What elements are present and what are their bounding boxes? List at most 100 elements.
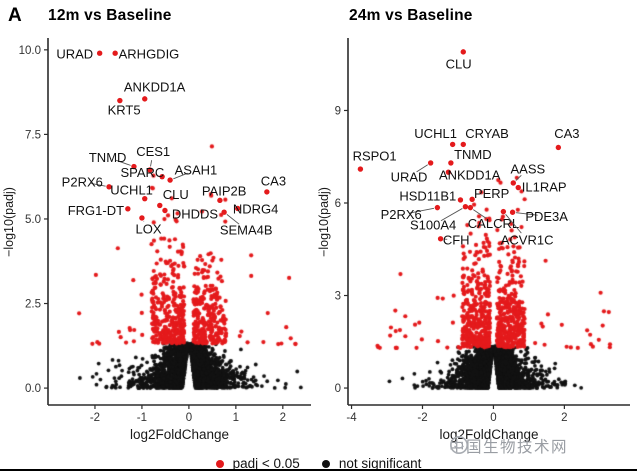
gene-dot-S100A4 xyxy=(462,203,469,210)
y-tick-label: 3 xyxy=(335,291,341,303)
gene-leader-line xyxy=(409,207,435,214)
gene-label-CA3: CA3 xyxy=(554,126,579,141)
y-tick-label: 10.0 xyxy=(19,45,41,57)
gene-dot-P2RX6 xyxy=(434,204,441,211)
gene-label-TNMD: TNMD xyxy=(89,150,127,165)
x-tick-label: -1 xyxy=(137,412,147,424)
gene-dot-NDRG4 xyxy=(235,205,241,212)
gene-label-P2RX6: P2RX6 xyxy=(62,174,103,189)
x-tick-label: 0 xyxy=(490,412,496,424)
gene-label-CFH: CFH xyxy=(443,233,470,248)
x-tick-label: -2 xyxy=(417,412,427,424)
gene-dot-KRT5 xyxy=(117,97,123,104)
x-tick-label: -2 xyxy=(90,412,100,424)
gene-dot-ARHGDIG xyxy=(112,50,118,56)
gene-dot-RSPO1 xyxy=(357,166,364,172)
gene-dot-CA3 xyxy=(264,189,270,195)
gene-dot-DHDDS xyxy=(162,207,168,214)
gene-dot-CRYAB xyxy=(460,141,466,148)
y-axis-label-right: −log10(padj) xyxy=(317,187,331,257)
y-tick-label: 0 xyxy=(335,383,341,395)
gene-leader-line xyxy=(440,208,463,222)
panel-letter: A xyxy=(8,5,22,26)
gene-label-CLU: CLU xyxy=(446,57,472,72)
gene-label-UCHL1: UCHL1 xyxy=(110,182,153,197)
gene-dot-CALCRL xyxy=(467,204,474,211)
legend-label-not-significant: not significant xyxy=(338,456,422,471)
gene-label-ACVR1C: ACVR1C xyxy=(501,233,554,248)
gene-dot-TNMD xyxy=(131,163,137,170)
y-tick-label: 2.5 xyxy=(25,299,41,311)
gene-dot-CA3 xyxy=(555,144,562,151)
gene-label-CRYAB: CRYAB xyxy=(465,126,509,141)
gene-label-LOX: LOX xyxy=(135,222,161,237)
gene-label-PAIP2B: PAIP2B xyxy=(202,184,247,199)
y-tick-label: 5.0 xyxy=(25,214,41,226)
gene-dot-ACVR1C xyxy=(500,208,507,215)
gene-dot-URAD xyxy=(427,160,434,166)
x-tick-label: 2 xyxy=(280,412,286,424)
gene-label-CALCRL: CALCRL xyxy=(468,216,519,231)
y-axis-label-left: −log10(padj) xyxy=(2,187,16,257)
gene-dot-HSD11B1 xyxy=(457,197,464,203)
y-tick-label: 0.0 xyxy=(25,383,41,395)
gene-leader-line xyxy=(150,160,153,167)
gene-label-AASS: AASS xyxy=(510,162,545,177)
watermark-text: 中国生物技术网 xyxy=(449,439,569,456)
gene-label-URAD: URAD xyxy=(391,169,428,184)
watermark-logo-icon xyxy=(450,436,468,454)
gene-leader-line xyxy=(416,164,428,173)
gene-label-SEMA4B: SEMA4B xyxy=(220,222,273,237)
gene-dot-SPARC xyxy=(159,173,165,180)
gene-dot-ANKDD1A xyxy=(445,169,452,175)
gene-label-NDRG4: NDRG4 xyxy=(233,201,279,216)
gene-dot-IL1RAP xyxy=(515,184,521,191)
gene-dot-URAD xyxy=(96,50,103,56)
gene-label-UCHL1: UCHL1 xyxy=(414,126,457,141)
gene-dot-CFH xyxy=(437,236,444,242)
gene-label-P2RX6: P2RX6 xyxy=(381,207,422,222)
gene-dot-CES1 xyxy=(147,167,153,173)
gene-dot-UCHL1 xyxy=(142,195,148,202)
gene-label-URAD: URAD xyxy=(56,46,93,61)
gene-label-ARHGDIG: ARHGDIG xyxy=(119,46,180,61)
gene-dot-CLU xyxy=(460,49,466,55)
legend-item-significant: padj < 0.05 xyxy=(215,456,300,471)
gene-leader-line xyxy=(473,209,487,219)
gene-leader-line xyxy=(515,174,522,181)
gene-label-PDE3A: PDE3A xyxy=(525,209,568,224)
gene-dot-PDE3A xyxy=(509,209,516,215)
gene-label-CES1: CES1 xyxy=(136,144,170,159)
gene-dot-FRG1-DT xyxy=(125,206,131,212)
gene-label-PERP: PERP xyxy=(474,186,509,201)
gene-leader-line xyxy=(516,212,538,216)
gene-leader-line xyxy=(226,214,240,225)
gene-dot-UCHL1 xyxy=(449,141,456,148)
y-tick-label: 9 xyxy=(335,105,341,117)
gene-dot-CLU xyxy=(157,202,163,209)
gene-label-S100A4: S100A4 xyxy=(410,218,456,233)
plot-title-12m: 12m vs Baseline xyxy=(48,7,172,24)
x-tick-label: 2 xyxy=(561,412,567,424)
gene-label-TNMD: TNMD xyxy=(454,147,492,162)
gene-dot-PAIP2B xyxy=(217,197,223,204)
gene-dot-ANKDD1A xyxy=(142,96,148,102)
gene-dot-TNMD xyxy=(448,160,454,166)
gene-label-SPARC: SPARC xyxy=(120,165,164,180)
legend-label-significant: padj < 0.05 xyxy=(232,456,300,471)
gene-label-RSPO1: RSPO1 xyxy=(353,149,397,164)
gene-label-ASAH1: ASAH1 xyxy=(175,162,218,177)
gene-leader-line xyxy=(173,172,188,180)
gene-dot-LOX xyxy=(139,215,145,221)
gene-label-ANKDD1A: ANKDD1A xyxy=(124,80,186,95)
gene-label-KRT5: KRT5 xyxy=(108,103,141,118)
gene-label-HSD11B1: HSD11B1 xyxy=(399,189,456,204)
legend-item-not-significant: not significant xyxy=(321,456,422,471)
gene-leader-line xyxy=(91,182,106,187)
gene-label-DHDDS: DHDDS xyxy=(172,207,219,222)
x-tick-label: -4 xyxy=(346,412,357,424)
watermark: 中国生物技术网 xyxy=(449,435,568,457)
